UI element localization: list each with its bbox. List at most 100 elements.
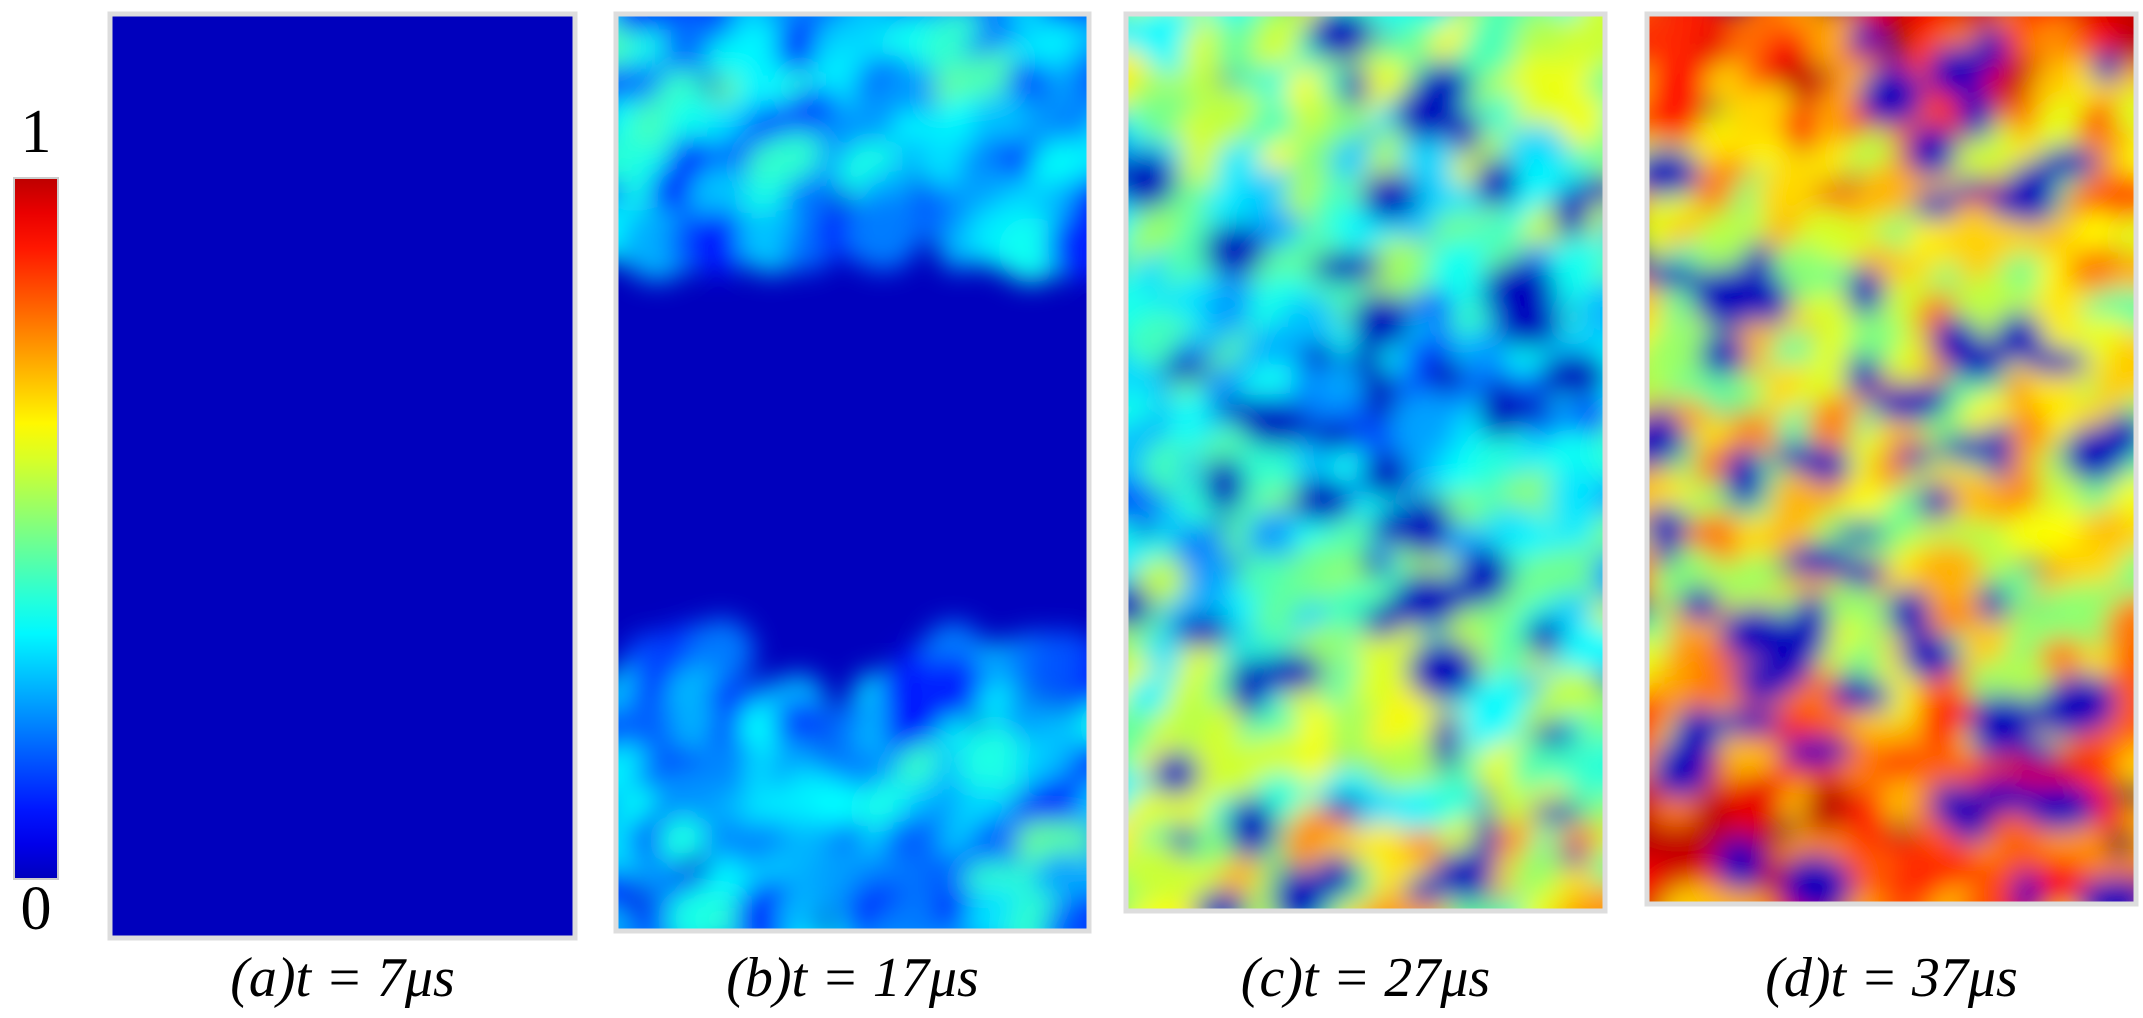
panel-caption: (b)t = 17μs xyxy=(726,947,979,1009)
field-hole xyxy=(1753,275,1792,327)
panel-border xyxy=(1644,11,2139,907)
field-blob xyxy=(1009,944,1064,999)
field-hole xyxy=(1431,710,1461,773)
field-hole xyxy=(1170,823,1196,857)
field-blob xyxy=(1808,137,1857,185)
field-blob xyxy=(738,704,785,751)
field-blob xyxy=(1724,891,1778,904)
field-hole xyxy=(1929,781,1971,827)
field-blob xyxy=(688,211,752,275)
field-hole xyxy=(1985,418,2013,483)
field-hole xyxy=(1160,355,1210,382)
field-hole xyxy=(1834,523,1887,545)
field-hole xyxy=(1965,778,2039,814)
field-blob xyxy=(1428,239,1496,308)
field-hole xyxy=(2034,681,2095,739)
field-hole xyxy=(1977,581,2008,624)
field-hole xyxy=(1870,384,1947,424)
field-hole xyxy=(2003,161,2058,226)
field-hole xyxy=(1504,394,1553,422)
field-blob xyxy=(2117,214,2136,260)
field-hole xyxy=(1406,638,1481,703)
field-blob xyxy=(1722,772,1788,839)
field-blob xyxy=(1075,643,1089,690)
field-blob xyxy=(958,727,1033,802)
field-hole xyxy=(2100,411,2136,460)
field-hole xyxy=(1647,148,1701,198)
field-blob xyxy=(1595,481,1605,519)
field-blob xyxy=(1576,884,1605,911)
field-blob xyxy=(663,945,709,991)
field-hole xyxy=(1203,456,1246,514)
panel: (a)t = 7μs xyxy=(107,11,578,1009)
field-blob xyxy=(1043,896,1089,931)
field-blob xyxy=(1647,901,1667,904)
field-hole xyxy=(1308,421,1357,452)
field-hole xyxy=(1725,708,1756,735)
field-hole xyxy=(1257,652,1326,693)
field-hole xyxy=(1211,396,1266,421)
field-hole xyxy=(1980,692,2038,753)
field-hole xyxy=(1559,845,1588,867)
field-blob xyxy=(1806,395,1868,457)
field-blob xyxy=(573,936,647,1010)
field-hole xyxy=(1647,261,1703,290)
field-blob xyxy=(616,909,634,931)
field-hole xyxy=(2089,49,2123,85)
field-hole xyxy=(1324,793,1365,820)
field xyxy=(1647,14,2136,904)
field-blur xyxy=(1126,14,1605,911)
field-hole xyxy=(1271,867,1328,911)
field-blur xyxy=(573,14,1097,1010)
field-blob xyxy=(920,656,986,721)
field-hole xyxy=(1957,87,1995,143)
field-hole xyxy=(1722,446,1766,510)
field-blob xyxy=(1733,515,1784,566)
field-hole xyxy=(2023,347,2090,376)
field-hole xyxy=(1203,222,1266,277)
field-hole xyxy=(1362,363,1398,423)
field-blob xyxy=(783,176,833,226)
field-hole xyxy=(1973,25,2007,71)
panel-caption: (a)t = 7μs xyxy=(230,947,455,1009)
field-blob xyxy=(1730,84,1802,157)
panel: (d)t = 37μs xyxy=(1644,11,2139,1009)
field-blob xyxy=(1604,229,1605,236)
field-blob xyxy=(624,943,672,991)
field-hole xyxy=(1671,706,1725,761)
field-blob xyxy=(1448,895,1499,911)
field-hole xyxy=(1126,582,1153,630)
field-blob xyxy=(1547,236,1605,308)
field-hole xyxy=(1906,124,1957,179)
field-hole xyxy=(1538,352,1605,400)
field-blob xyxy=(1073,52,1089,113)
field-hole xyxy=(1678,585,1722,624)
field-blob xyxy=(1998,564,2043,610)
field-blob xyxy=(1126,889,1163,911)
field-hole xyxy=(1838,559,1887,589)
field-blob xyxy=(1072,134,1089,193)
field-blob xyxy=(1044,945,1097,998)
field-blob xyxy=(1252,20,1314,82)
field-hole xyxy=(1845,266,1885,316)
field-hole xyxy=(1340,65,1369,109)
field-blob xyxy=(1912,542,1986,616)
field-hole xyxy=(1360,171,1420,223)
field-blob xyxy=(880,896,944,931)
field-blob xyxy=(1079,707,1089,746)
field-hole xyxy=(1349,340,1378,378)
field-hole xyxy=(1784,543,1851,577)
field-hole xyxy=(1473,158,1520,209)
field-hole xyxy=(1912,189,1961,221)
field-hole xyxy=(2012,869,2041,904)
field-hole xyxy=(1780,855,1852,904)
field-hole xyxy=(1173,614,1233,649)
field-hole xyxy=(1830,672,1876,712)
field-hole xyxy=(1895,445,1936,469)
field-blob xyxy=(1077,781,1089,829)
colorbar-tick-label: 0 xyxy=(21,875,52,943)
field-hole xyxy=(1650,506,1681,568)
field-blob xyxy=(811,780,865,833)
field-hole xyxy=(1301,344,1340,367)
